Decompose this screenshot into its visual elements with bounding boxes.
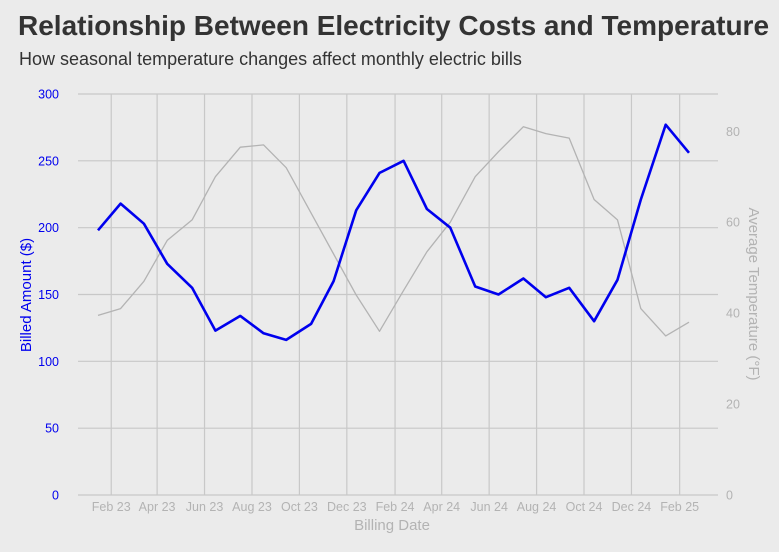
y-left-tick-label: 100	[38, 355, 59, 369]
chart-subtitle: How seasonal temperature changes affect …	[19, 49, 522, 69]
y-axis-right-label: Average Temperature (°F)	[745, 207, 762, 380]
x-tick-label: Feb 23	[92, 500, 131, 514]
y-left-tick-label: 200	[38, 221, 59, 235]
y-axis-left: 0 50 100 150 200 250 300	[38, 88, 59, 503]
x-tick-label: Jun 24	[470, 500, 508, 514]
x-tick-label: Apr 24	[423, 500, 460, 514]
x-tick-label: Aug 24	[517, 500, 557, 514]
x-tick-label: Oct 23	[281, 500, 318, 514]
x-axis-label: Billing Date	[354, 517, 430, 534]
x-tick-label: Feb 25	[660, 500, 699, 514]
series-line-billed-amount	[97, 123, 691, 342]
y-left-tick-label: 50	[45, 422, 59, 436]
x-tick-label: Dec 24	[612, 500, 652, 514]
y-left-tick-label: 150	[38, 288, 59, 302]
x-tick-label: Jun 23	[186, 500, 224, 514]
x-tick-label: Dec 23	[327, 500, 367, 514]
y-right-tick-label: 20	[726, 398, 740, 412]
series-line-temperature	[97, 126, 690, 337]
y-axis-right: 0 20 40 60 80	[726, 125, 740, 503]
y-right-tick-label: 80	[726, 125, 740, 139]
y-axis-left-label: Billed Amount ($)	[18, 238, 35, 352]
y-right-tick-label: 60	[726, 216, 740, 230]
y-right-tick-label: 40	[726, 307, 740, 321]
x-tick-label: Feb 24	[376, 500, 415, 514]
x-tick-label: Oct 24	[566, 500, 603, 514]
y-left-tick-label: 300	[38, 88, 59, 102]
x-axis: Feb 23 Apr 23 Jun 23 Aug 23 Oct 23 Dec 23 Feb …	[92, 500, 699, 514]
x-tick-label: Aug 23	[232, 500, 272, 514]
y-right-tick-label: 0	[726, 489, 733, 503]
series-lines	[97, 123, 691, 342]
x-tick-label: Apr 23	[139, 500, 176, 514]
chart-title: Relationship Between Electricity Costs a…	[18, 10, 770, 41]
y-left-tick-label: 0	[52, 489, 59, 503]
y-left-tick-label: 250	[38, 154, 59, 168]
